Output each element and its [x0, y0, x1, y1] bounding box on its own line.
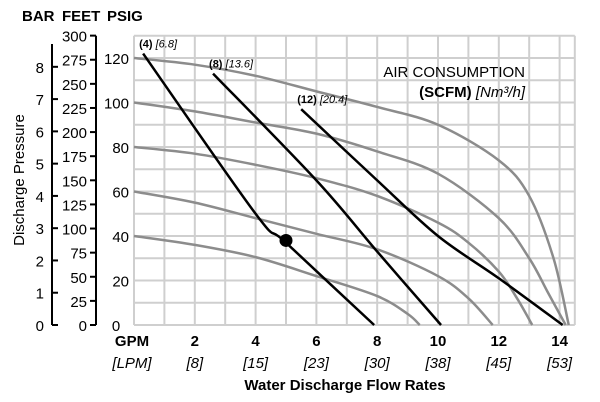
- bar-tick-label: 8: [36, 60, 44, 77]
- psig-tick-label: 120: [104, 51, 129, 68]
- feet-tick-label: 200: [62, 125, 87, 142]
- curves: (4) [6.8] (8) [13.6] (12) [20.4]: [133, 39, 570, 327]
- bar-tick-label: 2: [36, 253, 44, 270]
- pressure-curve: [133, 190, 494, 326]
- gpm-tick-label: 8: [373, 333, 381, 350]
- nm3h-value: [6.8]: [155, 39, 178, 51]
- pressure-curve: [133, 56, 570, 326]
- y-axis-header-feet: FEET: [62, 8, 100, 25]
- y-axis-header-psig: PSIG: [107, 8, 143, 25]
- feet-tick-label: 275: [62, 53, 87, 70]
- gpm-tick-label: 14: [551, 333, 568, 350]
- lpm-tick-label: [53]: [546, 355, 573, 372]
- lpm-tick-label: [23]: [303, 355, 330, 372]
- feet-tick-label: 100: [62, 222, 87, 239]
- nm3h-value: [13.6]: [225, 59, 254, 71]
- feet-tick-label: 75: [70, 246, 87, 263]
- psig-tick-label: 80: [112, 140, 129, 157]
- gpm-tick-label: 10: [430, 333, 447, 350]
- axes: 2040608010012000255075100125150175200225…: [36, 29, 573, 372]
- air-consumption-label: (8) [13.6]: [209, 59, 254, 71]
- bar-tick-label: 4: [36, 189, 44, 206]
- air-consumption-label: (12) [20.4]: [297, 94, 348, 106]
- feet-tick-label: 0: [79, 318, 87, 335]
- x-unit-gpm: GPM: [115, 333, 149, 350]
- feet-tick-label: 25: [70, 294, 87, 311]
- legend-unit-scfm: (SCFM): [419, 84, 472, 101]
- bar-tick-label: 7: [36, 92, 44, 109]
- feet-tick-label: 300: [62, 29, 87, 46]
- bar-tick-label: 3: [36, 221, 44, 238]
- legend-unit-nm3h: [Nm³/h]: [475, 84, 526, 101]
- pressure-curve: [133, 234, 421, 326]
- psig-tick-label: 20: [112, 274, 129, 291]
- psig-tick-label: 100: [104, 96, 129, 113]
- bar-tick-label: 6: [36, 124, 44, 141]
- lpm-tick-label: [45]: [485, 355, 512, 372]
- y-axis-header-bar: BAR: [22, 8, 55, 25]
- gpm-tick-label: 12: [490, 333, 507, 350]
- nm3h-value: [20.4]: [319, 94, 348, 106]
- pressure-curve: [133, 101, 567, 326]
- feet-tick-label: 250: [62, 77, 87, 94]
- air-consumption-line: [212, 72, 442, 326]
- bar-tick-label: 1: [36, 286, 44, 303]
- gpm-tick-label: 2: [191, 333, 199, 350]
- feet-tick-label: 150: [62, 173, 87, 190]
- lpm-tick-label: [30]: [364, 355, 391, 372]
- psig-tick-label: 40: [112, 229, 129, 246]
- psig-tick-label: 60: [112, 185, 129, 202]
- bar-tick-label: 0: [36, 318, 44, 335]
- air-consumption-label: (4) [6.8]: [139, 39, 178, 51]
- bar-tick-label: 5: [36, 157, 44, 174]
- scfm-value: (4): [139, 39, 156, 51]
- lpm-tick-label: [38]: [424, 355, 451, 372]
- lpm-tick-label: [8]: [185, 355, 204, 372]
- feet-tick-label: 125: [62, 197, 87, 214]
- legend-unit: (SCFM) [Nm³/h]: [419, 84, 526, 101]
- x-unit-lpm: [LPM]: [111, 355, 152, 372]
- scfm-value: (12): [297, 94, 320, 106]
- psig-tick-label: 0: [112, 318, 120, 335]
- air-consumption-line: [300, 108, 564, 327]
- scfm-value: (8): [209, 59, 226, 71]
- operating-point: [279, 233, 293, 247]
- legend-title: AIR CONSUMPTION: [383, 64, 525, 81]
- lpm-tick-label: [15]: [242, 355, 269, 372]
- gpm-tick-label: 4: [251, 333, 260, 350]
- x-axis-title: Water Discharge Flow Rates: [244, 377, 445, 394]
- air-consumption-line: [142, 52, 376, 326]
- feet-tick-label: 225: [62, 101, 87, 118]
- feet-tick-label: 50: [70, 270, 87, 287]
- y-axis-title: Discharge Pressure: [11, 114, 28, 246]
- feet-tick-label: 175: [62, 149, 87, 166]
- gpm-tick-label: 6: [312, 333, 320, 350]
